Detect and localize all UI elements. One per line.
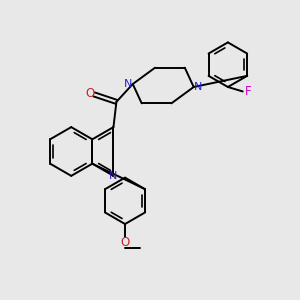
- Text: N: N: [124, 79, 133, 89]
- Text: O: O: [121, 236, 130, 249]
- Text: N: N: [194, 82, 202, 92]
- Text: F: F: [245, 85, 251, 98]
- Text: O: O: [85, 87, 95, 100]
- Text: N: N: [109, 171, 118, 181]
